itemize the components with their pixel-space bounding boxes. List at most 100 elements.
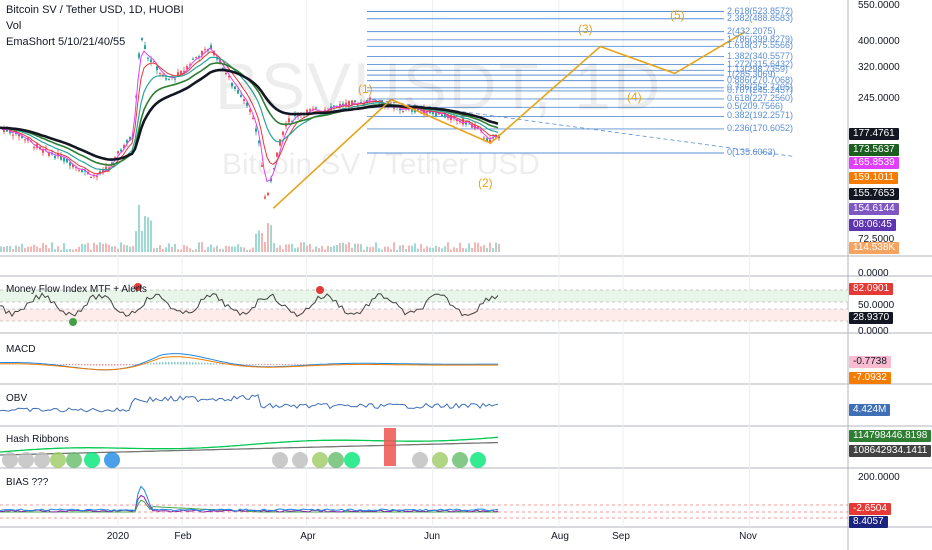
volume-bar bbox=[54, 249, 56, 252]
price-candle bbox=[123, 145, 125, 149]
hash-signal-dot bbox=[50, 452, 66, 468]
price-candle bbox=[33, 147, 35, 149]
price-candle bbox=[282, 131, 284, 135]
x-tick-2020: 2020 bbox=[106, 531, 130, 542]
volume-bar bbox=[243, 247, 245, 252]
volume-bar bbox=[81, 243, 83, 252]
volume-bar bbox=[21, 243, 23, 252]
wave-label-4: (4) bbox=[627, 90, 642, 104]
hash-signal-dot bbox=[104, 452, 120, 468]
volume-bar bbox=[30, 246, 32, 252]
macd-signal-line bbox=[0, 356, 498, 371]
hash-capitulation-bar bbox=[384, 428, 396, 466]
volume-bar bbox=[192, 249, 194, 252]
volume-bar bbox=[423, 248, 425, 252]
volume-bar bbox=[327, 245, 329, 252]
volume-bar bbox=[156, 247, 158, 252]
volume-bar bbox=[15, 245, 17, 252]
hash-badge-fast: 114798446.8198 bbox=[849, 430, 932, 442]
volume-bar bbox=[189, 248, 191, 252]
price-candle bbox=[291, 121, 293, 123]
macd-histogram-bar bbox=[144, 363, 146, 365]
watermark-symbol: BSVUSDT, 1D bbox=[215, 49, 663, 123]
volume-bar bbox=[114, 246, 116, 252]
macd-histogram-bar bbox=[63, 364, 65, 365]
macd-histogram-bar bbox=[255, 364, 257, 365]
volume-bar bbox=[18, 246, 20, 252]
volume-bar bbox=[468, 243, 470, 252]
volume-bar bbox=[75, 248, 77, 252]
mfi-overbought-marker bbox=[134, 283, 142, 291]
volume-bar bbox=[447, 242, 449, 252]
price-candle bbox=[9, 130, 11, 134]
price-candle bbox=[231, 82, 233, 87]
price-badge-ema4: 159.1011 bbox=[849, 172, 898, 184]
volume-bar bbox=[72, 249, 74, 252]
fib-level-label: 2.618(523.8572) bbox=[727, 5, 794, 16]
price-badge-last: 155.7653 bbox=[849, 188, 899, 200]
volume-bar bbox=[336, 244, 338, 252]
hash-ribbons-title[interactable]: Hash Ribbons bbox=[6, 434, 69, 445]
macd-histogram-bar bbox=[222, 363, 224, 365]
fib-level-label: 0.618(227.2560) bbox=[727, 92, 794, 103]
macd-histogram-bar bbox=[288, 364, 290, 365]
fib-level-label: 1.786(399.8279) bbox=[727, 33, 794, 44]
volume-bar bbox=[402, 244, 404, 252]
macd-histogram-bar bbox=[84, 364, 86, 366]
macd-histogram-bar bbox=[291, 364, 293, 365]
volume-bar bbox=[489, 242, 491, 252]
price-candle bbox=[81, 169, 83, 173]
obv-title[interactable]: OBV bbox=[6, 393, 28, 404]
volume-bar bbox=[246, 249, 248, 252]
price-candle bbox=[210, 45, 212, 50]
price-candle bbox=[258, 140, 260, 144]
volume-bar bbox=[69, 248, 71, 252]
hash-signal-dot bbox=[66, 452, 82, 468]
macd-histogram-bar bbox=[231, 363, 233, 365]
symbol-title[interactable]: Bitcoin SV / Tether USD, 1D, HUOBI bbox=[6, 4, 184, 16]
volume-bars bbox=[0, 204, 500, 252]
volume-bar bbox=[198, 242, 200, 252]
macd-histogram-bar bbox=[159, 362, 161, 365]
macd-histogram-bar bbox=[216, 363, 218, 365]
ema-indicator-label[interactable]: EmaShort 5/10/21/40/55 bbox=[6, 36, 126, 48]
bias-line-long bbox=[0, 499, 498, 513]
fib-level-label: 0.886(270.7068) bbox=[727, 74, 794, 85]
volume-bar bbox=[144, 215, 146, 252]
volume-bar bbox=[99, 242, 101, 252]
volume-bar bbox=[324, 249, 326, 252]
price-candle bbox=[180, 71, 182, 75]
macd-histogram-bar bbox=[183, 362, 185, 365]
bar-countdown: 08:06:45 bbox=[849, 219, 896, 231]
price-candle bbox=[342, 103, 344, 106]
macd-histogram-bar bbox=[210, 363, 212, 365]
volume-bar bbox=[237, 244, 239, 252]
macd-histogram-bar bbox=[90, 364, 92, 366]
fib-level-label: 0.707(245.2457) bbox=[727, 84, 794, 95]
macd-title[interactable]: MACD bbox=[6, 344, 36, 355]
wave-label-2: (2) bbox=[478, 176, 493, 190]
price-candle bbox=[144, 45, 146, 50]
volume-bar bbox=[462, 248, 464, 252]
hash-signal-dot bbox=[18, 452, 34, 468]
price-candle bbox=[45, 148, 47, 150]
volume-bar bbox=[369, 247, 371, 252]
mfi-line bbox=[0, 292, 499, 318]
macd-histogram-bar bbox=[75, 364, 77, 366]
volume-bar bbox=[384, 246, 386, 252]
macd-histogram-bar bbox=[126, 364, 128, 366]
macd-histogram-bar bbox=[174, 361, 176, 365]
vol-indicator-label[interactable]: Vol bbox=[6, 20, 22, 32]
mfi-title[interactable]: Money Flow Index MTF + Alerts bbox=[6, 284, 147, 295]
volume-bar bbox=[177, 249, 179, 252]
bias-title[interactable]: BIAS ??? bbox=[6, 477, 49, 488]
macd-histogram-bar bbox=[249, 364, 251, 365]
hash-signal-dot bbox=[312, 452, 328, 468]
bias-tick-200: 200.0000 bbox=[858, 472, 900, 483]
volume-bar bbox=[375, 242, 377, 252]
price-candle bbox=[177, 72, 179, 76]
price-candle bbox=[465, 122, 467, 125]
mfi-overbought-zone bbox=[0, 290, 848, 302]
volume-bar bbox=[273, 243, 275, 252]
macd-histogram-bar bbox=[207, 362, 209, 365]
